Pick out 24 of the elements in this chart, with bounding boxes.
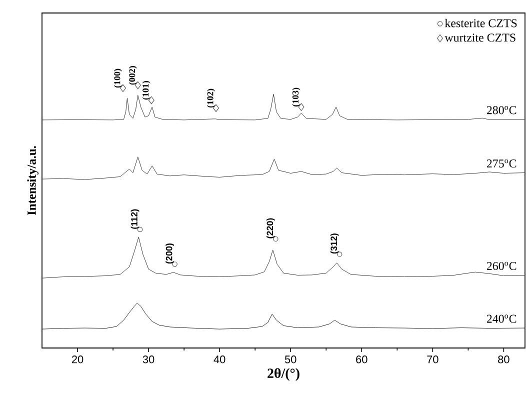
series-label: 240$^{o}$C [486, 314, 516, 323]
x-tick-label: 40 [214, 356, 226, 364]
series-label: 275$^{o}$C [486, 159, 516, 168]
legend-label: kesterite CZTS [444, 18, 517, 28]
y-axis-title: Intensity/a.u. [27, 146, 38, 216]
annotation: (200) [166, 243, 174, 264]
x-axis-title: 2θ/(°) [268, 368, 300, 381]
x-tick-label: 80 [498, 356, 510, 364]
annotation: (002) [128, 66, 137, 85]
legend-label: wurtzite CZTS [444, 34, 516, 42]
annotation: (103) [292, 88, 300, 106]
annotation: (101) [142, 81, 150, 100]
series-label: 280$^{o}$C [486, 106, 516, 114]
x-tick-label: 60 [356, 356, 368, 364]
annotation: (100) [114, 68, 122, 88]
x-tick-label: 20 [72, 356, 84, 364]
x-tick-label: 70 [427, 356, 438, 364]
x-tick-label: 50 [284, 356, 296, 364]
annotation: (112) [130, 209, 140, 229]
annotation: (220) [266, 218, 275, 238]
annotation: (102) [206, 88, 216, 108]
x-tick-label: 30 [142, 356, 154, 364]
series-label: 260$^{o}$C [486, 262, 516, 270]
annotation: (312) [330, 234, 339, 254]
